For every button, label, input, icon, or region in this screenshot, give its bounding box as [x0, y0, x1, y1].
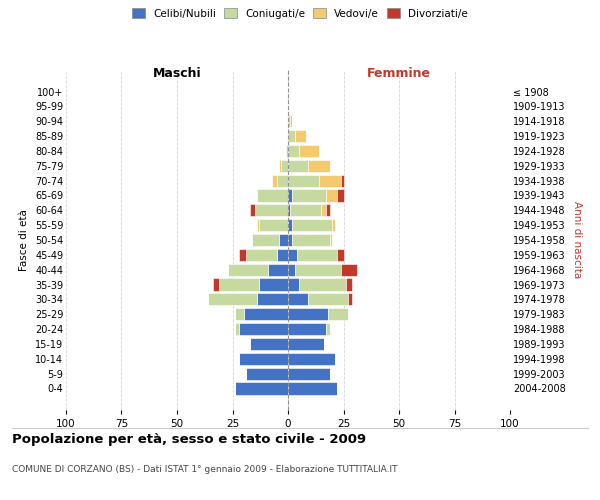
Bar	[281, 160, 288, 172]
Bar	[288, 264, 295, 276]
Bar	[246, 368, 288, 380]
Bar	[330, 234, 332, 246]
Bar	[292, 234, 330, 246]
Bar	[295, 130, 306, 142]
Bar	[246, 249, 277, 261]
Text: Maschi: Maschi	[152, 66, 202, 80]
Bar	[337, 190, 344, 202]
Bar	[326, 190, 337, 202]
Bar	[326, 323, 330, 335]
Bar	[297, 249, 337, 261]
Text: COMUNE DI CORZANO (BS) - Dati ISTAT 1° gennaio 2009 - Elaborazione TUTTITALIA.IT: COMUNE DI CORZANO (BS) - Dati ISTAT 1° g…	[12, 466, 398, 474]
Bar	[254, 204, 288, 216]
Bar	[277, 249, 288, 261]
Bar	[272, 174, 277, 186]
Bar	[288, 338, 323, 350]
Bar	[288, 249, 297, 261]
Bar	[288, 323, 326, 335]
Bar	[299, 145, 319, 157]
Bar	[308, 294, 348, 306]
Bar	[212, 278, 219, 290]
Bar	[288, 219, 292, 231]
Bar	[337, 249, 344, 261]
Bar	[288, 382, 337, 394]
Bar	[292, 190, 326, 202]
Bar	[253, 234, 279, 246]
Bar	[295, 264, 341, 276]
Bar	[322, 204, 326, 216]
Bar	[332, 219, 335, 231]
Bar	[348, 294, 352, 306]
Bar	[239, 352, 288, 365]
Y-axis label: Fasce di età: Fasce di età	[19, 209, 29, 271]
Bar	[257, 294, 288, 306]
Bar	[239, 323, 288, 335]
Bar	[277, 174, 288, 186]
Bar	[244, 308, 288, 320]
Bar	[326, 204, 330, 216]
Bar	[288, 234, 292, 246]
Bar	[328, 308, 348, 320]
Bar	[268, 264, 288, 276]
Bar	[308, 160, 330, 172]
Text: Femmine: Femmine	[367, 66, 431, 80]
Bar	[290, 204, 322, 216]
Bar	[292, 219, 332, 231]
Bar	[235, 382, 288, 394]
Bar	[290, 115, 292, 128]
Bar	[286, 145, 288, 157]
Y-axis label: Anni di nascita: Anni di nascita	[572, 202, 582, 278]
Bar	[257, 190, 288, 202]
Bar	[341, 174, 343, 186]
Bar	[288, 115, 290, 128]
Bar	[259, 219, 288, 231]
Bar	[259, 278, 288, 290]
Bar	[239, 249, 246, 261]
Bar	[228, 264, 268, 276]
Bar	[319, 174, 341, 186]
Bar	[288, 204, 290, 216]
Bar	[299, 278, 346, 290]
Bar	[250, 338, 288, 350]
Bar	[346, 278, 352, 290]
Bar	[279, 234, 288, 246]
Bar	[288, 174, 319, 186]
Bar	[219, 278, 259, 290]
Bar	[341, 264, 357, 276]
Legend: Celibi/Nubili, Coniugati/e, Vedovi/e, Divorziati/e: Celibi/Nubili, Coniugati/e, Vedovi/e, Di…	[129, 5, 471, 21]
Bar	[235, 308, 244, 320]
Bar	[250, 204, 254, 216]
Bar	[235, 323, 239, 335]
Bar	[288, 190, 292, 202]
Bar	[208, 294, 257, 306]
Bar	[288, 160, 308, 172]
Bar	[257, 219, 259, 231]
Bar	[288, 352, 335, 365]
Bar	[288, 294, 308, 306]
Bar	[288, 130, 295, 142]
Bar	[288, 145, 299, 157]
Bar	[279, 160, 281, 172]
Bar	[288, 368, 330, 380]
Text: Popolazione per età, sesso e stato civile - 2009: Popolazione per età, sesso e stato civil…	[12, 432, 366, 446]
Bar	[288, 278, 299, 290]
Bar	[288, 308, 328, 320]
